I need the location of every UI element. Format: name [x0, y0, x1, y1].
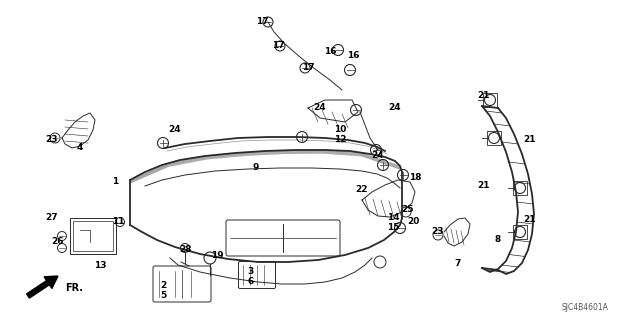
Text: 3: 3 [248, 268, 254, 277]
Text: SJC4B4601A: SJC4B4601A [561, 303, 609, 313]
Text: 4: 4 [77, 144, 83, 152]
Bar [513, 181, 527, 195]
Text: 5: 5 [160, 292, 166, 300]
Text: 21: 21 [524, 136, 536, 145]
FancyArrow shape [27, 276, 58, 298]
Text: 28: 28 [179, 246, 191, 255]
Bar [483, 93, 497, 107]
Text: 7: 7 [455, 259, 461, 269]
Text: 23: 23 [432, 227, 444, 236]
Text: FR.: FR. [65, 283, 83, 293]
Text: 25: 25 [402, 205, 414, 214]
Text: 16: 16 [324, 48, 336, 56]
Text: 9: 9 [253, 162, 259, 172]
Text: 16: 16 [347, 50, 359, 60]
Text: 20: 20 [407, 218, 419, 226]
Text: 24: 24 [314, 103, 326, 113]
Text: 6: 6 [248, 278, 254, 286]
Text: 23: 23 [45, 136, 58, 145]
Text: 24: 24 [169, 125, 181, 135]
Text: 1: 1 [112, 177, 118, 187]
Text: 10: 10 [334, 125, 346, 135]
Text: 22: 22 [356, 186, 368, 195]
Bar [513, 225, 527, 239]
Text: 2: 2 [160, 281, 166, 291]
Text: 8: 8 [495, 235, 501, 244]
Text: 18: 18 [409, 174, 421, 182]
Text: 12: 12 [333, 136, 346, 145]
Text: 21: 21 [477, 92, 489, 100]
Text: 17: 17 [301, 63, 314, 72]
Text: 21: 21 [524, 216, 536, 225]
Bar [73, 221, 113, 251]
Text: 26: 26 [52, 238, 64, 247]
Text: 17: 17 [256, 18, 268, 26]
Text: 27: 27 [45, 213, 58, 222]
Text: 24: 24 [372, 152, 384, 160]
Text: 17: 17 [272, 41, 284, 49]
Bar [70, 218, 116, 254]
Text: 15: 15 [387, 224, 399, 233]
Text: 21: 21 [477, 181, 489, 189]
Text: 19: 19 [211, 250, 223, 259]
Bar [487, 131, 501, 145]
Text: 13: 13 [93, 261, 106, 270]
Text: 24: 24 [388, 103, 401, 113]
Text: 14: 14 [387, 213, 399, 222]
Text: 11: 11 [112, 218, 124, 226]
